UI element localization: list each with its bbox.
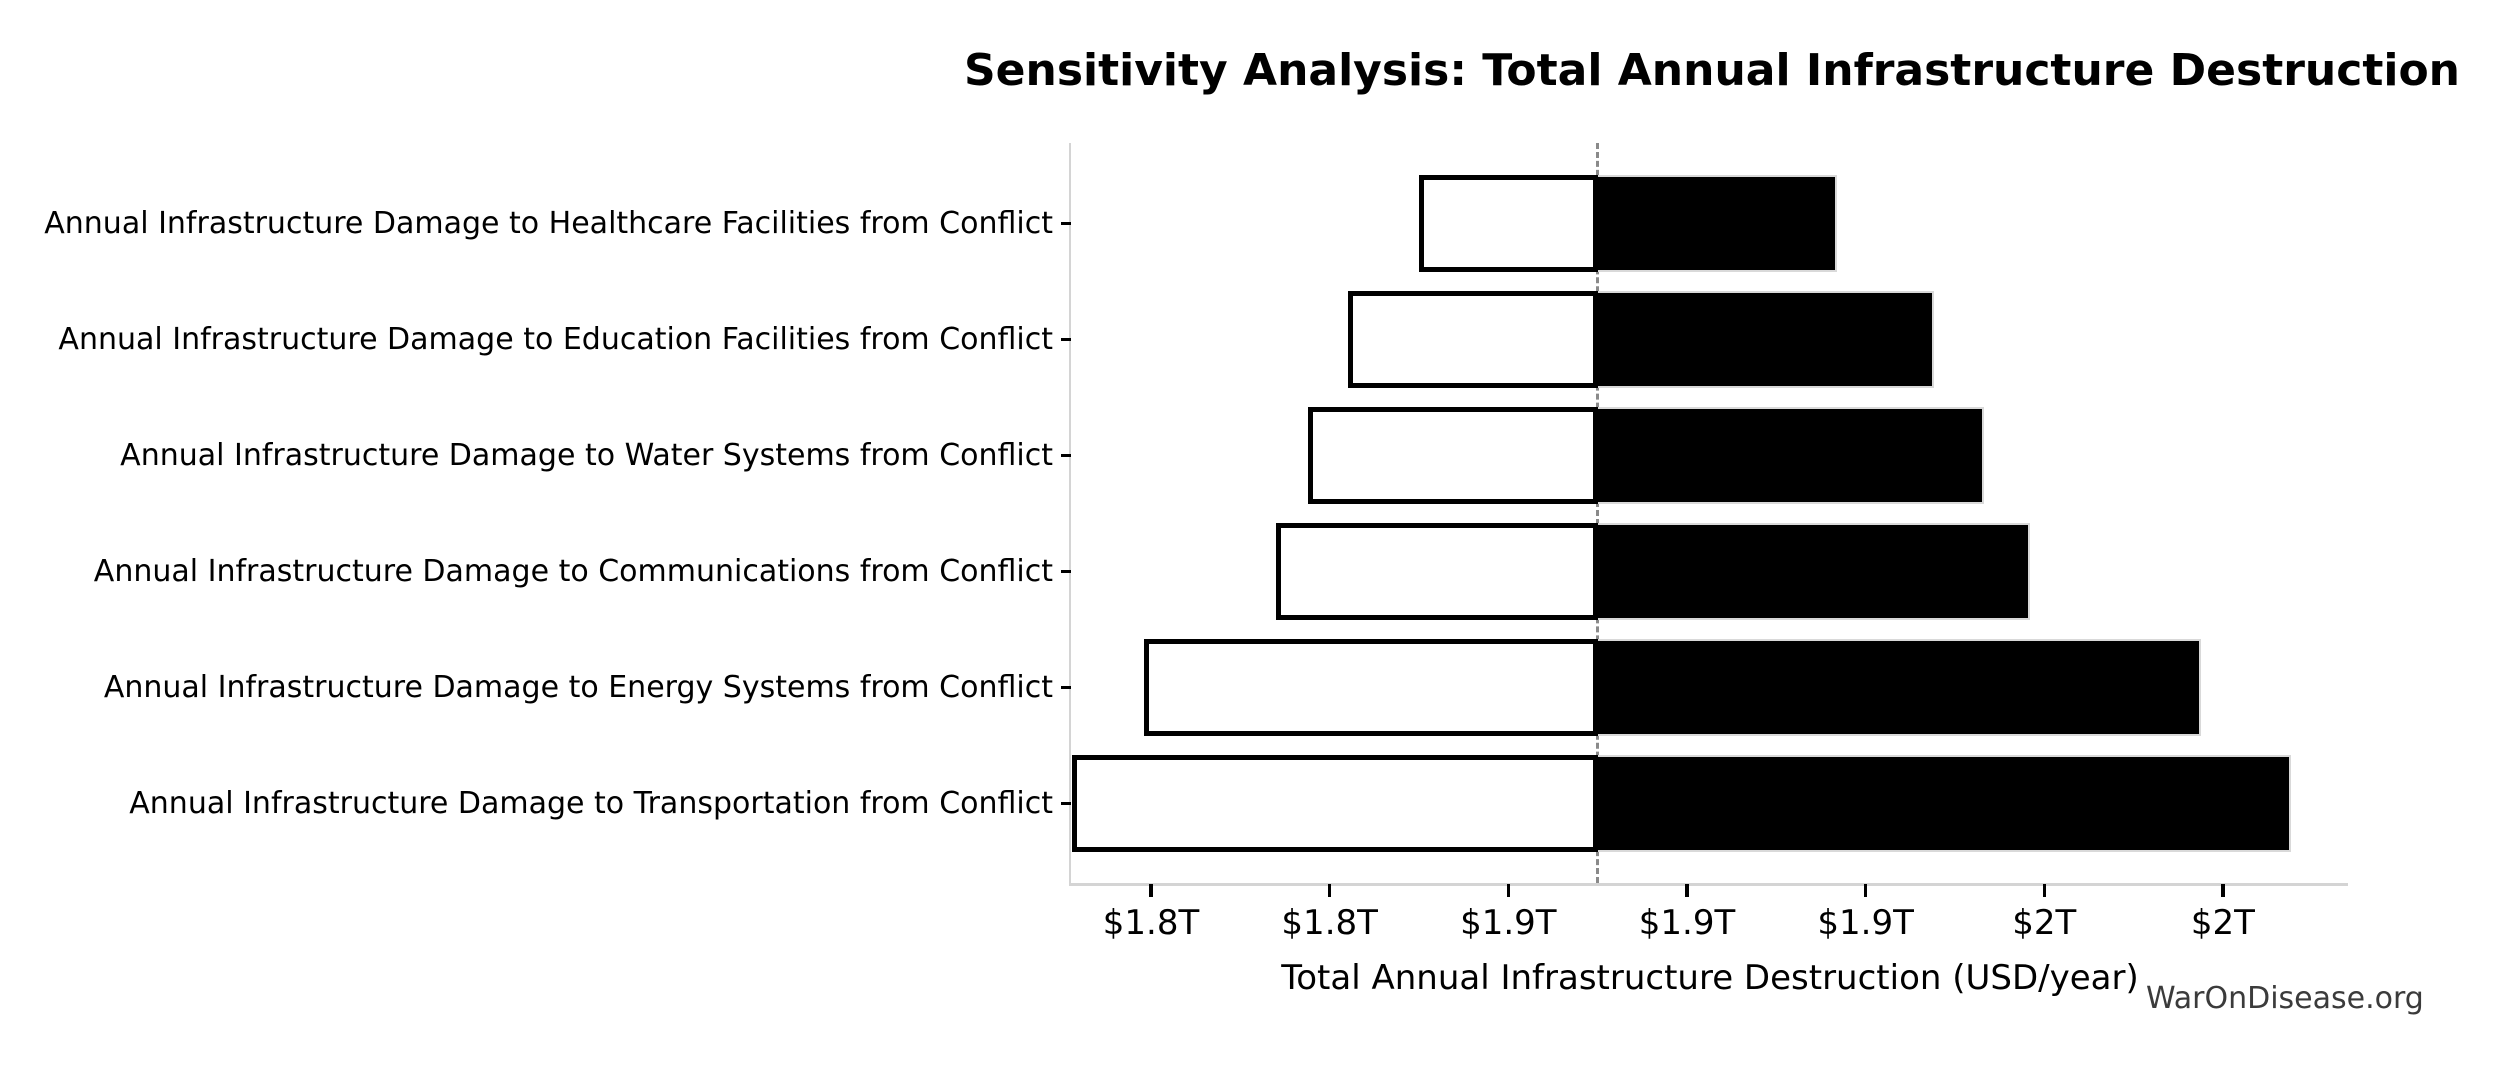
bar-low-segment: [1072, 755, 1598, 852]
chart-title: Sensitivity Analysis: Total Annual Infra…: [963, 45, 2461, 96]
x-axis-spine: [1068, 883, 2348, 886]
bar-low-segment: [1308, 407, 1598, 504]
x-tick-label: $2T: [2190, 903, 2255, 943]
y-axis-label: Annual Infrastructure Damage to Educatio…: [58, 321, 1053, 357]
bar-high-segment: [1597, 291, 1934, 388]
bar-low-segment: [1276, 523, 1598, 620]
x-axis-tick: [1685, 884, 1689, 897]
x-tick-label: $1.9T: [1638, 903, 1736, 943]
y-axis-tick: [1061, 337, 1071, 342]
bar-high-segment: [1597, 639, 2202, 736]
y-axis-label: Annual Infrastructure Damage to Energy S…: [103, 669, 1053, 705]
y-axis-label: Annual Infrastructure Damage to Healthca…: [44, 205, 1053, 241]
baseline-dashed-line: [1596, 143, 1600, 883]
bar-low-segment: [1347, 291, 1598, 388]
bar-high-segment: [1597, 523, 2030, 620]
y-axis-tick: [1061, 685, 1071, 690]
y-axis-tick: [1061, 221, 1071, 226]
x-tick-label: $1.8T: [1102, 903, 1200, 943]
x-tick-label: $1.9T: [1817, 903, 1914, 943]
y-axis-label: Annual Infrastructure Damage to Communic…: [93, 553, 1053, 589]
y-axis-tick: [1061, 801, 1071, 806]
watermark: WarOnDisease.org: [2146, 981, 2424, 1016]
bar-high-segment: [1597, 755, 2291, 852]
x-axis-tick: [2042, 884, 2047, 897]
x-tick-label: $2T: [2012, 903, 2077, 943]
bar-high-segment: [1597, 175, 1838, 272]
x-axis-tick: [1506, 884, 1511, 897]
y-axis-label: Annual Infrastructure Damage to Water Sy…: [120, 437, 1053, 473]
y-axis-tick: [1061, 569, 1071, 574]
bar-low-segment: [1419, 175, 1598, 272]
x-tick-label: $1.9T: [1460, 903, 1557, 943]
y-axis-tick: [1061, 453, 1071, 458]
x-axis-tick: [1149, 884, 1153, 897]
x-tick-label: $1.8T: [1281, 903, 1378, 943]
bar-low-segment: [1143, 639, 1598, 736]
x-axis-tick: [1863, 884, 1868, 897]
bar-high-segment: [1597, 407, 1984, 504]
x-axis-title: Total Annual Infrastructure Destruction …: [1281, 958, 2139, 998]
x-axis-tick: [2221, 884, 2225, 897]
x-axis-tick: [1327, 884, 1332, 897]
y-axis-spine: [1068, 143, 1071, 886]
y-axis-label: Annual Infrastructure Damage to Transpor…: [129, 785, 1053, 821]
